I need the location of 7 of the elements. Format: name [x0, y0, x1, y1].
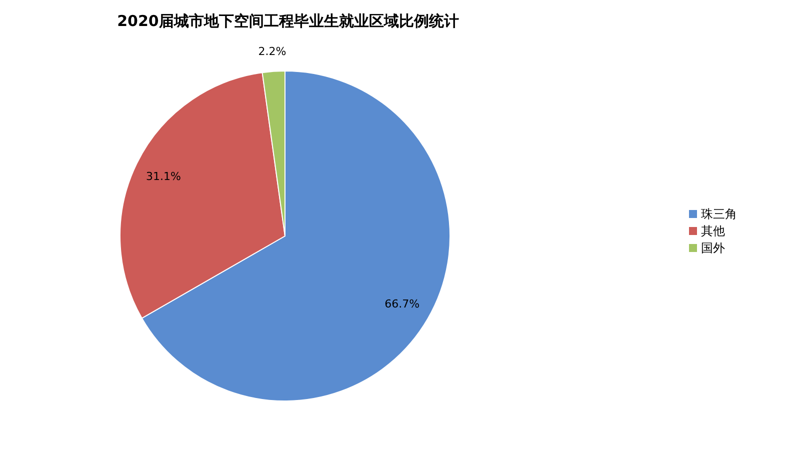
data-label: 66.7% [384, 297, 420, 310]
chart-title: 2020届城市地下空间工程毕业生就业区域比例统计 [116, 11, 460, 31]
legend-label: 珠三角 [701, 206, 737, 220]
data-label: 2.2% [258, 45, 286, 58]
data-label: 31.1% [146, 170, 181, 183]
legend-label: 国外 [701, 240, 725, 254]
legend-label: 其他 [701, 224, 725, 238]
